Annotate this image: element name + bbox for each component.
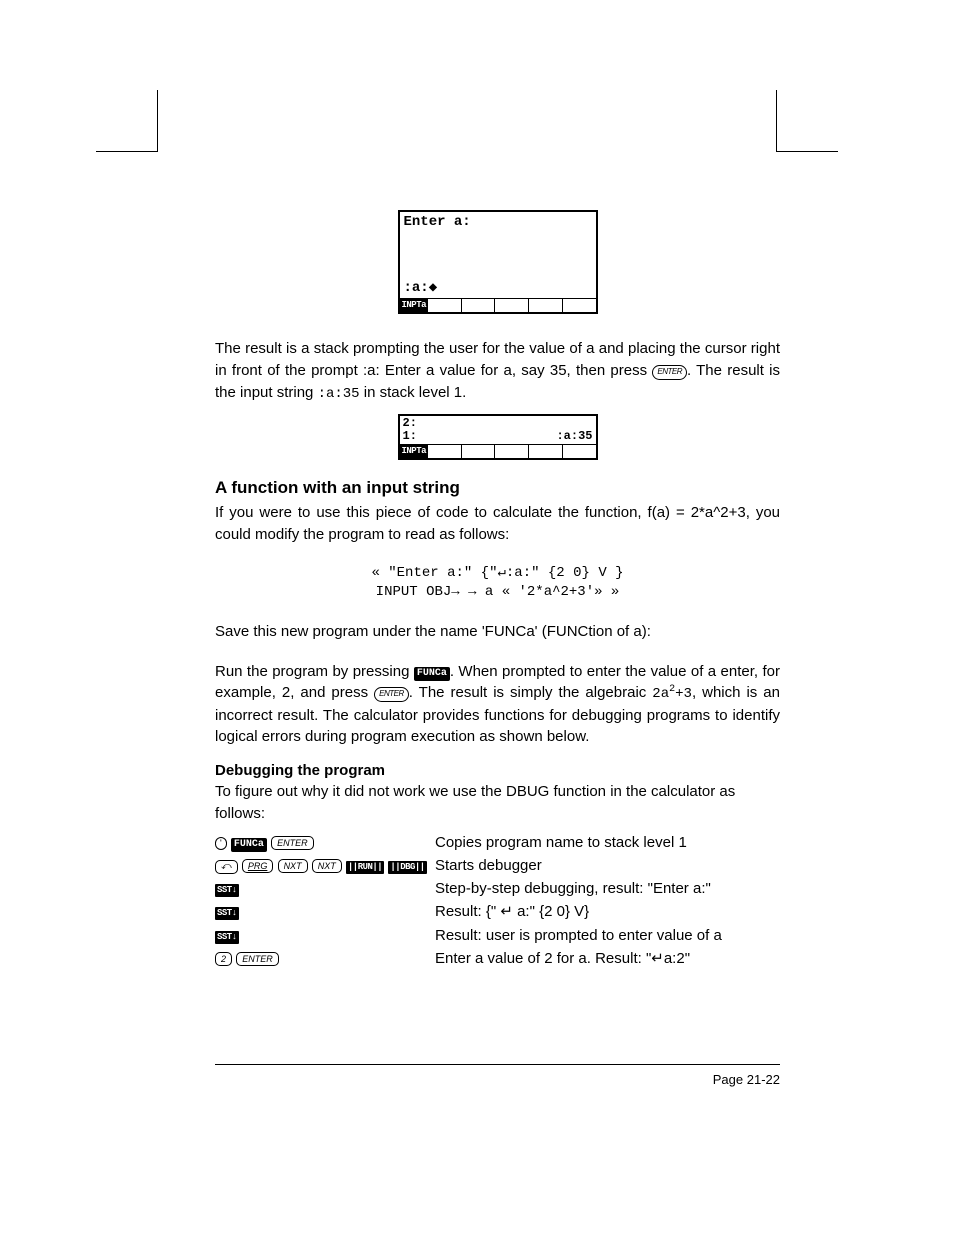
- debug-steps-table: ' FUNCa ENTER Copies program name to sta…: [215, 831, 780, 971]
- page: Enter a: :a:◆ INPTa The result is a stac…: [0, 0, 954, 1235]
- para4-c: . The result is simply the algebraic: [409, 684, 653, 701]
- key-hard: NXT: [278, 859, 308, 873]
- key-hard: ENTER: [236, 952, 279, 966]
- screen2-menu: INPTa: [400, 444, 596, 458]
- debug-keys: SST↓: [215, 924, 435, 947]
- debug-row: SST↓ Result: {" ↵ a:" {2 0} V}: [215, 900, 780, 923]
- paragraph-3: Save this new program under the name 'FU…: [215, 621, 780, 643]
- menu-empty: [529, 445, 563, 458]
- para4-a: Run the program by pressing: [215, 663, 414, 680]
- paragraph-4: Run the program by pressing FUNCa. When …: [215, 661, 780, 749]
- screen1-menukey: INPTa: [400, 299, 429, 312]
- menu-empty: [428, 445, 462, 458]
- menu-empty: [529, 299, 563, 312]
- screen2-body: 2: 1: :a:35: [400, 416, 596, 444]
- screen2-r2-right: :a:35: [556, 430, 592, 443]
- key-ital: PRG: [242, 859, 274, 873]
- debug-row: SST↓ Step-by-step debugging, result: "En…: [215, 877, 780, 900]
- screen2-r2-left: 1:: [403, 430, 417, 443]
- crop-mark-top-right: [776, 90, 838, 152]
- key-oval: ': [215, 837, 227, 850]
- screen1-menu: INPTa: [400, 298, 596, 312]
- para1-code: :a:35: [318, 386, 360, 402]
- crop-mark-top-left: [96, 90, 158, 152]
- key-softbar: ||DBG||: [388, 861, 426, 874]
- menu-empty: [462, 299, 496, 312]
- menu-empty: [428, 299, 462, 312]
- debug-desc: Result: {" ↵ a:" {2 0} V}: [435, 900, 780, 923]
- screen1-top-line: Enter a:: [404, 214, 592, 230]
- paragraph-5: To figure out why it did not work we use…: [215, 781, 780, 825]
- calculator-screen-1: Enter a: :a:◆ INPTa: [398, 210, 598, 314]
- debug-desc: Enter a value of 2 for a. Result: "↵a:2": [435, 947, 780, 970]
- debug-keys: SST↓: [215, 900, 435, 923]
- menu-empty: [563, 445, 596, 458]
- paragraph-2: If you were to use this piece of code to…: [215, 502, 780, 546]
- calculator-screen-2: 2: 1: :a:35 INPTa: [398, 414, 598, 460]
- menu-empty: [563, 299, 596, 312]
- menu-empty: [462, 445, 496, 458]
- key-shift: ⤺: [215, 860, 238, 874]
- key-soft: FUNCa: [231, 838, 267, 852]
- page-number: Page 21-22: [215, 1072, 780, 1087]
- debug-desc: Copies program name to stack level 1: [435, 831, 780, 854]
- debug-keys: ' FUNCa ENTER: [215, 831, 435, 854]
- debug-keys: SST↓: [215, 877, 435, 900]
- menu-empty: [495, 445, 529, 458]
- para4-code: 2a: [652, 686, 669, 702]
- key-softbar: SST↓: [215, 884, 239, 897]
- debug-keys: ⤺ PRG NXT NXT ||RUN|| ||DBG||: [215, 854, 435, 877]
- debug-row: ⤺ PRG NXT NXT ||RUN|| ||DBG|| Starts deb…: [215, 854, 780, 877]
- debug-desc: Starts debugger: [435, 854, 780, 877]
- key-softbar: SST↓: [215, 907, 239, 920]
- paragraph-1: The result is a stack prompting the user…: [215, 338, 780, 404]
- para4-code2: +3: [675, 686, 692, 702]
- para1-c: in stack level 1.: [360, 384, 467, 401]
- enter-key-icon: ENTER: [374, 687, 409, 702]
- debug-row: 2 ENTER Enter a value of 2 for a. Result…: [215, 947, 780, 970]
- screen2-row1: 2:: [403, 417, 593, 430]
- code-line-2: INPUT OBJ→ → a « '2*a^2+3'» »: [215, 583, 780, 603]
- screen2-row2: 1: :a:35: [403, 430, 593, 443]
- key-hard: ENTER: [271, 836, 314, 850]
- section-heading: A function with an input string: [215, 478, 780, 498]
- screen1-body: Enter a: :a:◆: [400, 212, 596, 298]
- key-softbar: ||RUN||: [346, 861, 384, 874]
- debug-desc: Result: user is prompted to enter value …: [435, 924, 780, 947]
- debug-row: SST↓ Result: user is prompted to enter v…: [215, 924, 780, 947]
- screen1-prompt: :a:◆: [404, 279, 438, 296]
- debug-keys: 2 ENTER: [215, 947, 435, 970]
- footer-rule: [215, 1064, 780, 1065]
- key-hard: 2: [215, 952, 232, 966]
- enter-key-icon: ENTER: [652, 365, 687, 380]
- subsection-heading: Debugging the program: [215, 762, 780, 779]
- screen2-r1-left: 2:: [403, 417, 417, 430]
- menu-empty: [495, 299, 529, 312]
- code-block: « "Enter a:" {"↵:a:" {2 0} V } INPUT OBJ…: [215, 564, 780, 603]
- key-hard: NXT: [312, 859, 342, 873]
- code-line-1: « "Enter a:" {"↵:a:" {2 0} V }: [215, 564, 780, 584]
- screen2-menukey: INPTa: [400, 445, 429, 458]
- debug-row: ' FUNCa ENTER Copies program name to sta…: [215, 831, 780, 854]
- key-softbar: SST↓: [215, 931, 239, 944]
- debug-desc: Step-by-step debugging, result: "Enter a…: [435, 877, 780, 900]
- page-content: Enter a: :a:◆ INPTa The result is a stac…: [215, 210, 780, 970]
- funca-softkey: FUNCa: [414, 667, 450, 681]
